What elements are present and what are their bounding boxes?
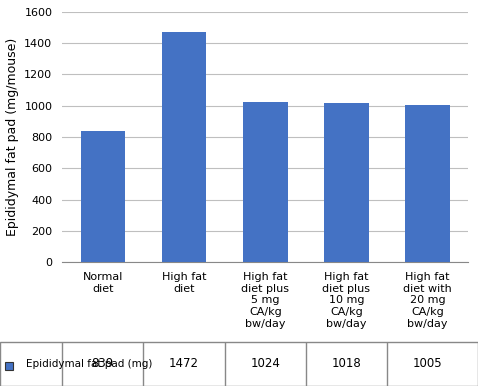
Bar	[243, 102, 288, 262]
Text: 1018: 1018	[332, 357, 361, 370]
Bar	[81, 131, 125, 262]
Text: 1472: 1472	[169, 357, 199, 370]
Text: 839: 839	[92, 357, 114, 370]
Text: 1024: 1024	[250, 357, 280, 370]
Bar	[162, 32, 206, 262]
Bar	[5, 362, 13, 371]
Text: 1005: 1005	[413, 357, 443, 370]
Text: Epididymal fat pad (mg): Epididymal fat pad (mg)	[26, 359, 152, 369]
Bar	[405, 105, 450, 262]
Y-axis label: Epididymal fat pad (mg/mouse): Epididymal fat pad (mg/mouse)	[6, 38, 19, 236]
Bar	[324, 103, 369, 262]
